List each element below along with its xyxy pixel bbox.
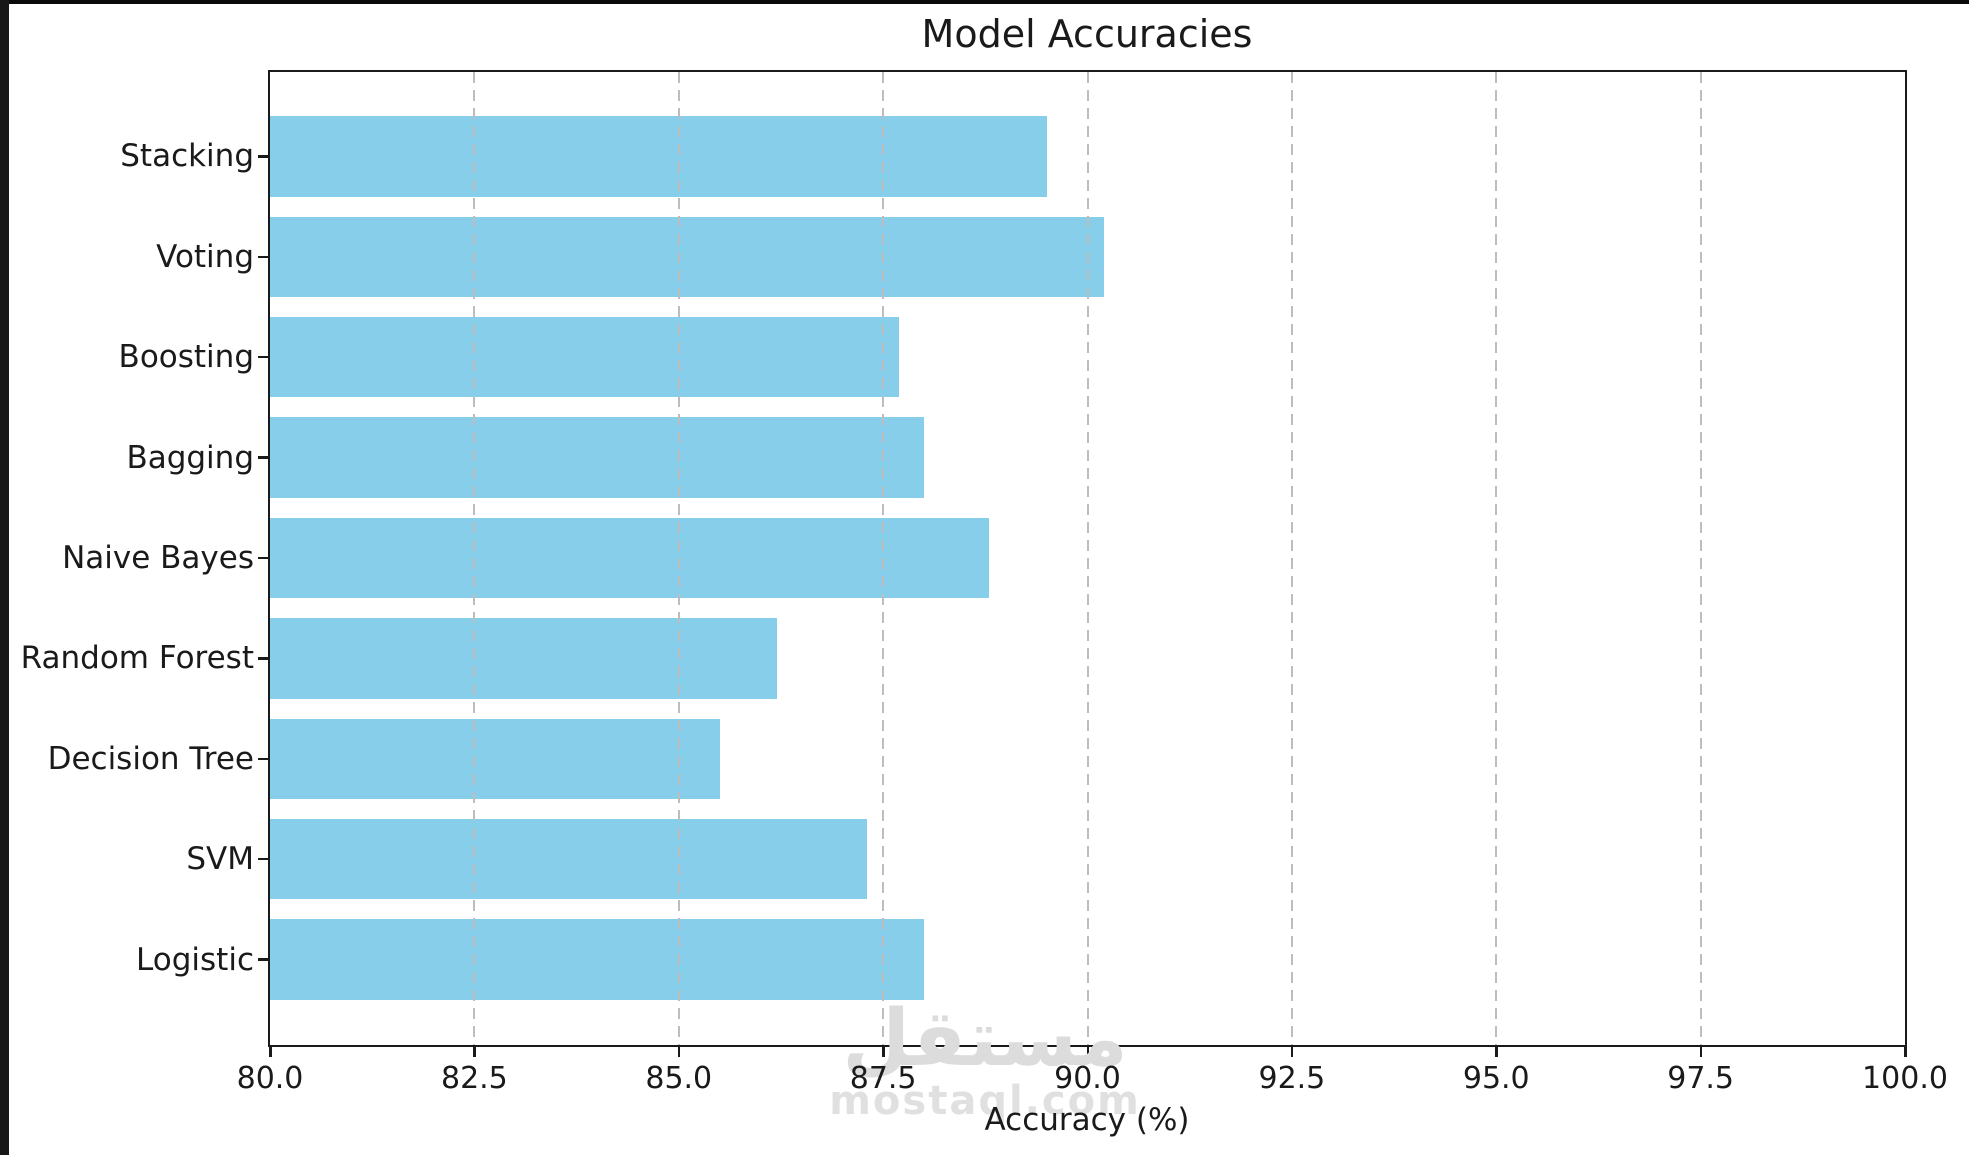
x-tick-mark [1699,1047,1703,1057]
x-tick-mark [1904,1047,1907,1057]
y-tick-mark [258,757,268,761]
top-edge-bar [0,0,1969,4]
x-tick-label-82.5: 82.5 [440,1061,508,1096]
y-tick-label-bagging: Bagging [126,439,254,476]
bar-random-forest [270,618,777,699]
y-tick-mark [258,657,268,660]
bar-svm [270,819,867,900]
y-tick-mark [258,456,268,459]
y-tick-mark [258,556,268,560]
x-tick-mark [473,1047,476,1057]
gridline-x-97.5 [1699,72,1702,1045]
left-edge-bar [0,0,9,1155]
bar-bagging [270,417,924,498]
gridline-x-90 [1086,72,1089,1045]
x-tick-label-85.0: 85.0 [645,1061,713,1096]
y-tick-mark [258,255,268,258]
x-tick-label-80.0: 80.0 [236,1061,304,1096]
gridline-x-82.5 [473,72,476,1045]
x-tick-mark [1290,1047,1294,1057]
y-tick-label-boosting: Boosting [118,339,254,376]
y-tick-mark [258,355,268,359]
bar-voting [270,216,1104,297]
y-tick-label-logistic: Logistic [136,941,254,978]
plot-area: Stacking Voting Boosting Bagging Naive Bayes… [21,70,1948,1096]
y-tick-label-random-forest: Random Forest [20,640,254,677]
gridline-x-85 [677,72,680,1045]
bar-stacking [270,116,1047,197]
x-tick-label-100.0: 100.0 [1862,1061,1948,1096]
x-tick-mark [1086,1047,1089,1057]
bar-naive-bayes [270,517,990,599]
chart-title: Model Accuracies [921,12,1253,56]
y-tick-label-stacking: Stacking [120,138,254,175]
bar-boosting [270,317,900,398]
x-tick-mark [882,1047,885,1057]
x-tick-mark [1495,1047,1498,1057]
x-tick-mark [677,1047,681,1057]
gridline-x-87.5 [882,72,885,1045]
gridline-x-92.5 [1290,72,1293,1045]
x-tick-label-95.0: 95.0 [1462,1061,1530,1096]
gridline-x-95 [1495,72,1498,1045]
x-tick-label-90.0: 90.0 [1054,1061,1121,1096]
x-tick-label-87.5: 87.5 [849,1061,917,1096]
y-tick-mark [258,155,268,158]
y-tick-mark [258,958,268,961]
bar-decision-tree [270,718,720,799]
x-tick-label-97.5: 97.5 [1667,1061,1735,1096]
x-tick-label-92.5: 92.5 [1258,1061,1326,1096]
y-tick-label-voting: Voting [156,238,254,275]
x-axis-label: Accuracy (%) [984,1102,1190,1138]
bar-logistic [270,919,924,1000]
y-tick-mark [258,857,268,861]
x-tick-mark [269,1047,272,1057]
y-tick-label-svm: SVM [186,841,254,878]
y-tick-label-naive-bayes: Naive Bayes [62,540,254,576]
y-tick-label-decision-tree: Decision Tree [47,740,254,777]
